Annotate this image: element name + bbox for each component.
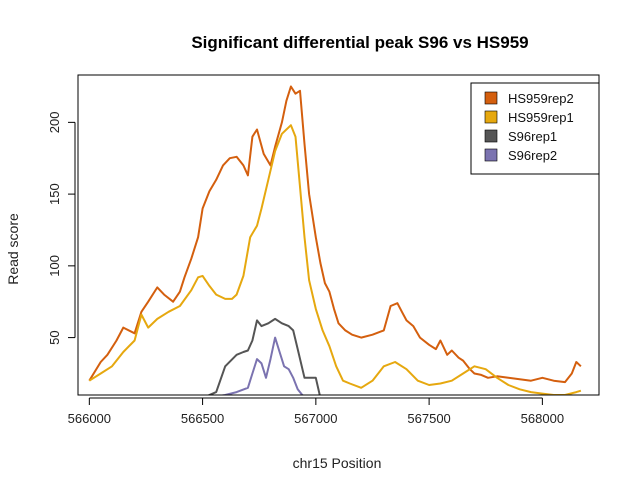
y-axis-label: Read score [5,213,21,285]
legend-swatch [484,129,498,143]
series-line-hs959rep2 [88,85,582,384]
y-tick-label: 50 [47,330,62,344]
legend-label: S96rep1 [508,129,557,144]
series-line-s96rep2 [218,336,305,395]
x-tick-label: 566000 [68,411,111,426]
axis-layer: 566000 566500 567000 567500 568000 50 100 150 20… [47,112,564,426]
x-tick-label: 568000 [521,411,564,426]
x-tick-label: 567500 [407,411,450,426]
series-line-hs959rep1 [88,124,582,395]
y-tick-label: 100 [47,255,62,277]
x-tick-label: 567000 [294,411,337,426]
plot-frame [77,74,600,396]
legend-swatch [484,110,498,124]
series-layer [88,85,582,395]
legend-label: HS959rep1 [508,110,574,125]
legend-label: HS959rep2 [508,91,574,106]
y-tick-label: 200 [47,112,62,134]
y-tick-label: 150 [47,183,62,205]
chart-title: Significant differential peak S96 vs HS9… [191,33,528,52]
legend: HS959rep2 HS959rep1 S96rep1 S96rep2 [470,82,600,175]
legend-label: S96rep2 [508,148,557,163]
series-line-s96rep1 [206,317,321,395]
x-axis-label: chr15 Position [293,455,382,471]
legend-swatch [484,91,498,105]
x-tick-label: 566500 [181,411,224,426]
legend-swatch [484,148,498,162]
